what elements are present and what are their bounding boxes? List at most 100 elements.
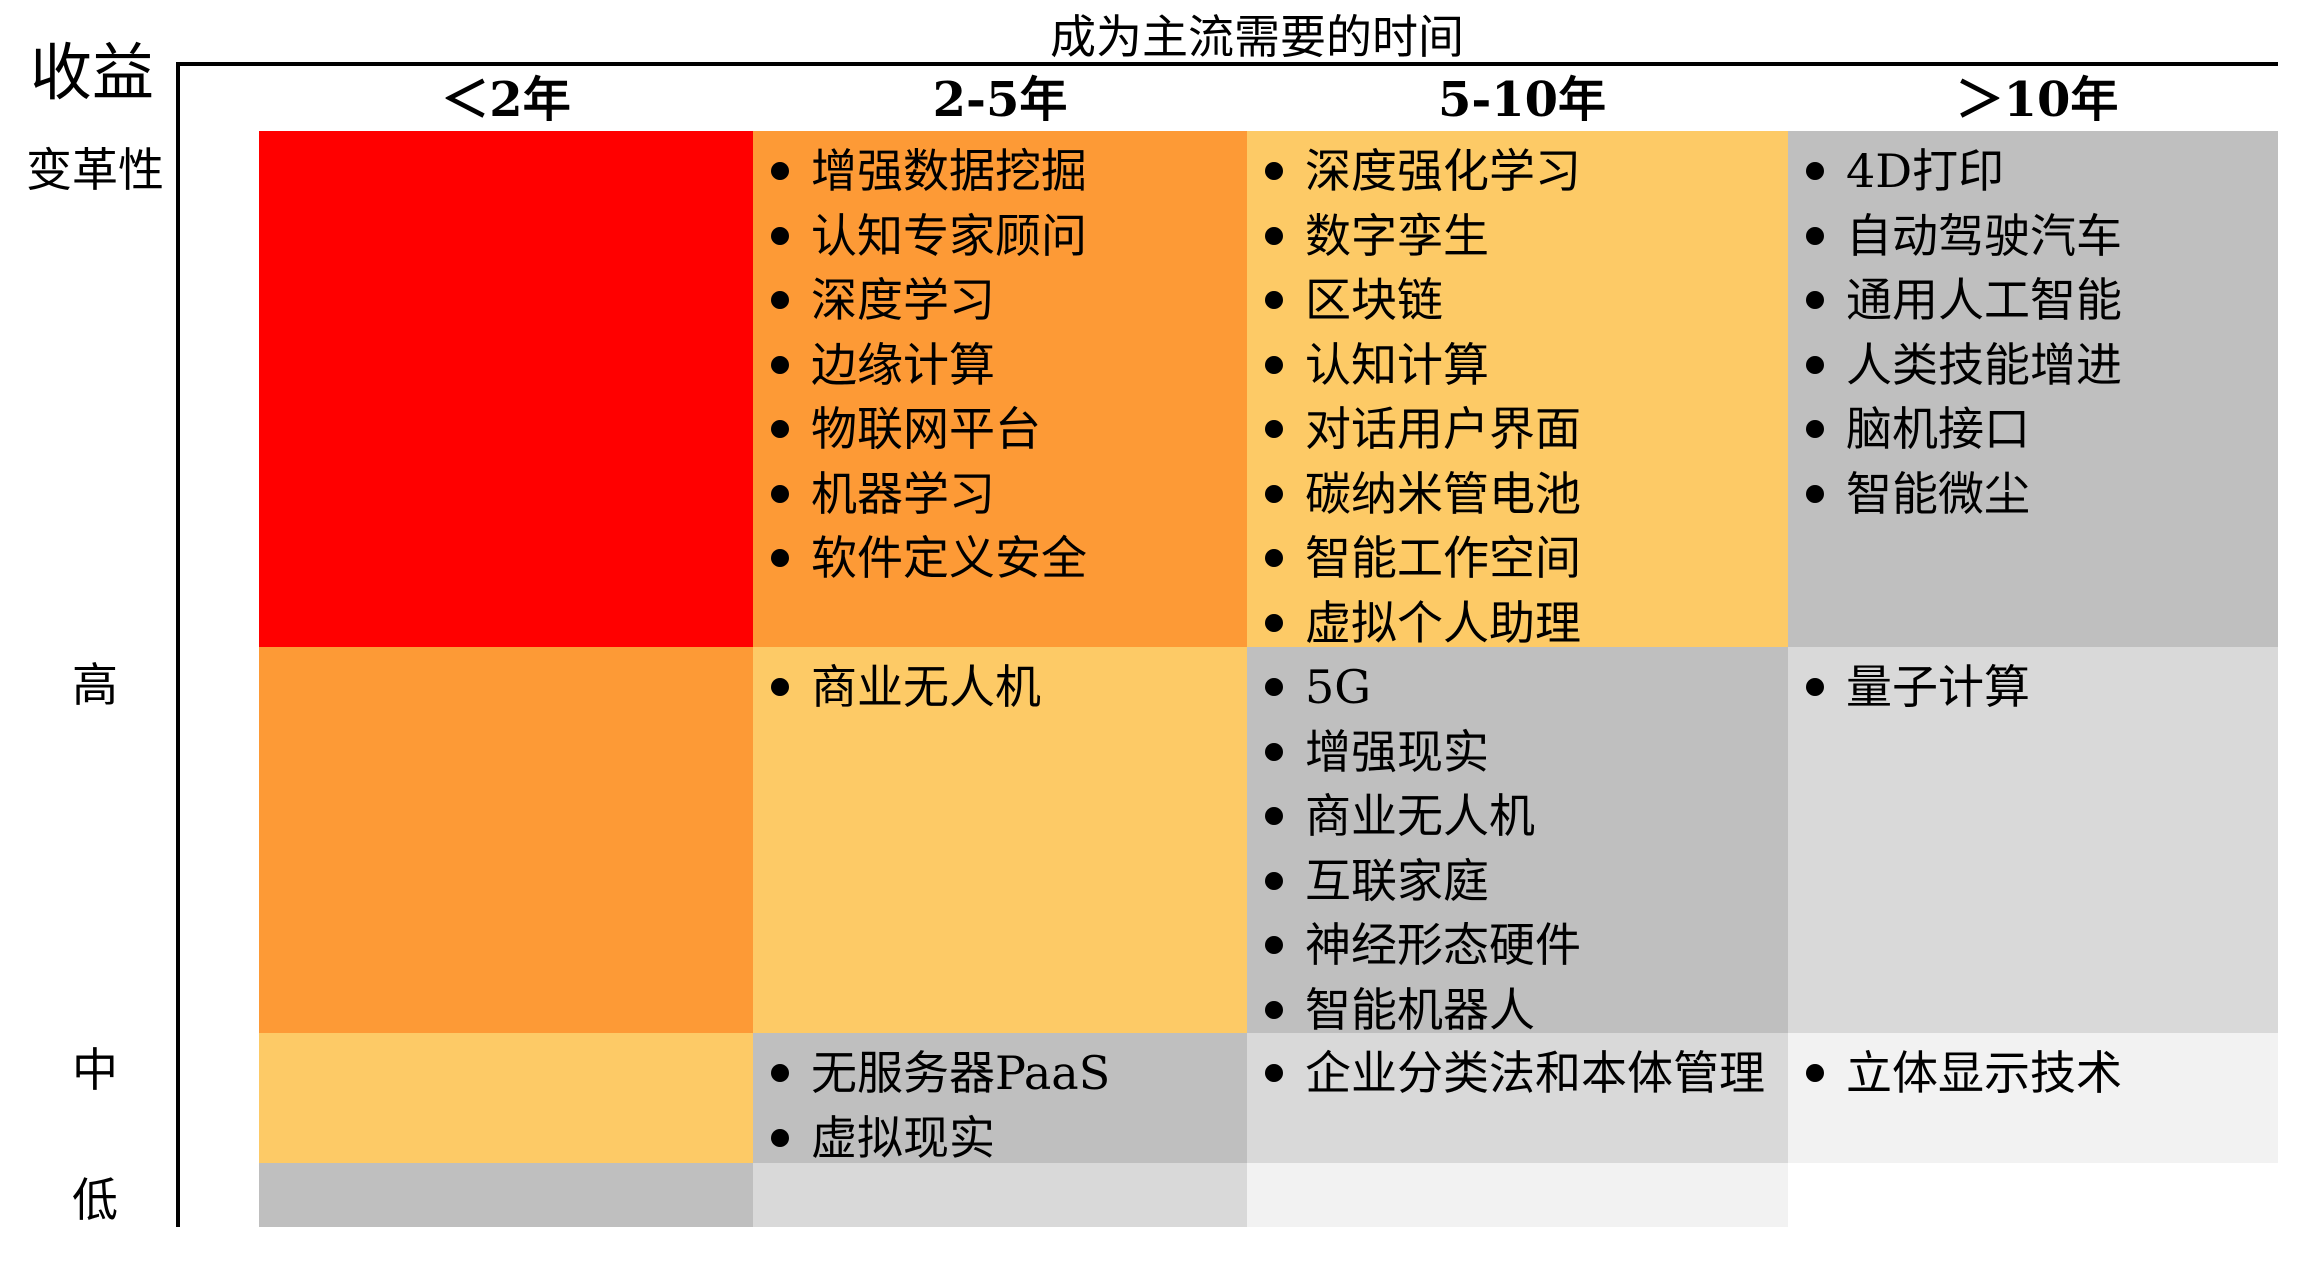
matrix-cell-r0-c0 xyxy=(259,131,753,647)
bullet-icon xyxy=(1806,484,1824,503)
technology-label: 深度学习 xyxy=(811,273,995,327)
technology-label: 边缘计算 xyxy=(811,337,995,392)
technology-label: 智能机器人 xyxy=(1305,982,1535,1037)
technology-item: 智能工作空间 xyxy=(1255,526,1788,591)
technology-item: 虚拟现实 xyxy=(761,1106,1247,1171)
bullet-icon xyxy=(1806,420,1824,438)
matrix-cell-r3-c2 xyxy=(1247,1163,1788,1227)
technology-list: 4D打印自动驾驶汽车 通用人工智能 人类技能增进 脑机接口智能微尘 xyxy=(1796,139,2278,526)
technology-label: 对话用户界面 xyxy=(1305,402,1581,456)
bullet-icon xyxy=(1265,226,1283,245)
bullet-icon xyxy=(1265,678,1283,696)
technology-item: 自动驾驶汽车 xyxy=(1796,204,2278,269)
matrix-cell-r3-c0 xyxy=(259,1163,753,1227)
technology-label: 企业分类法和本体管理 xyxy=(1305,1046,1765,1100)
bullet-icon xyxy=(771,291,789,309)
technology-label: 4D打印 xyxy=(1846,144,2005,198)
bullet-icon xyxy=(1265,1064,1283,1082)
bullet-icon xyxy=(771,420,789,438)
technology-item: 立体显示技术 xyxy=(1796,1041,2278,1106)
matrix-cell-r3-c1 xyxy=(753,1163,1247,1227)
bullet-icon xyxy=(1265,936,1283,954)
technology-label: 虚拟现实 xyxy=(811,1110,995,1165)
technology-item: 增强现实 xyxy=(1255,720,1788,785)
technology-label: 数字孪生 xyxy=(1305,208,1489,263)
technology-list: 增强数据挖掘 认知专家顾问 深度学习边缘计算物联网平台机器学习 软件定义安全 xyxy=(761,139,1247,591)
x-axis-title: 成为主流需要的时间 xyxy=(1050,10,1464,64)
matrix-cell-r0-c1: 增强数据挖掘 认知专家顾问 深度学习边缘计算物联网平台机器学习 软件定义安全 xyxy=(753,131,1247,647)
bullet-icon xyxy=(771,484,789,503)
technology-item: 区块链 xyxy=(1255,268,1788,333)
technology-item: 边缘计算 xyxy=(761,333,1247,398)
bullet-icon xyxy=(1806,226,1824,245)
technology-item: 增强数据挖掘 xyxy=(761,139,1247,204)
technology-item: 智能微尘 xyxy=(1796,462,2278,527)
column-header-lt2: ＜2年 xyxy=(441,72,571,128)
technology-label: 脑机接口 xyxy=(1846,402,2030,456)
technology-item: 商业无人机 xyxy=(1255,784,1788,849)
technology-list: 量子计算 xyxy=(1796,655,2278,720)
technology-item: 企业分类法和本体管理 xyxy=(1255,1041,1788,1106)
row-label-high: 高 xyxy=(72,658,118,712)
row-label-medium: 中 xyxy=(72,1043,118,1097)
bullet-icon xyxy=(1265,807,1283,825)
technology-label: 神经形态硬件 xyxy=(1305,918,1581,972)
bullet-icon xyxy=(1806,355,1824,374)
matrix-cell-r1-c0 xyxy=(259,647,753,1033)
y-axis-title: 收益 xyxy=(30,36,155,109)
bullet-icon xyxy=(1265,871,1283,890)
top-axis-line xyxy=(178,62,2278,66)
technology-list: 商业无人机 xyxy=(761,655,1247,720)
technology-label: 碳纳米管电池 xyxy=(1305,466,1581,521)
bullet-icon xyxy=(771,549,789,567)
matrix-cell-r0-c2: 深度强化学习 数字孪生 区块链 认知计算对话用户界面 碳纳米管电池 智能工作空间 虚拟个人助… xyxy=(1247,131,1788,650)
bullet-icon xyxy=(771,678,789,696)
technology-item: 虚拟个人助理 xyxy=(1255,591,1788,656)
technology-item: 认知计算 xyxy=(1255,333,1788,398)
matrix-cell-r3-c3 xyxy=(1788,1163,2278,1227)
matrix-cell-r2-c3: 立体显示技术 xyxy=(1788,1033,2278,1163)
technology-item: 5G xyxy=(1255,655,1788,720)
matrix-cell-r1-c1: 商业无人机 xyxy=(753,647,1247,1033)
technology-item: 软件定义安全 xyxy=(761,526,1247,591)
technology-label: 智能工作空间 xyxy=(1305,531,1581,585)
technology-item: 人类技能增进 xyxy=(1796,333,2278,398)
technology-item: 量子计算 xyxy=(1796,655,2278,720)
technology-label: 机器学习 xyxy=(811,466,995,521)
bullet-icon xyxy=(1806,291,1824,309)
technology-item: 通用人工智能 xyxy=(1796,268,2278,333)
bullet-icon xyxy=(771,162,789,180)
technology-list: 深度强化学习 数字孪生 区块链 认知计算对话用户界面 碳纳米管电池 智能工作空间 虚拟个人助… xyxy=(1255,139,1788,655)
technology-label: 商业无人机 xyxy=(1305,789,1535,843)
bullet-icon xyxy=(1265,613,1283,632)
technology-label: 认知计算 xyxy=(1305,337,1489,392)
technology-label: 智能微尘 xyxy=(1846,466,2030,521)
technology-item: 认知专家顾问 xyxy=(761,204,1247,269)
technology-list: 5G 增强现实 商业无人机 互联家庭 神经形态硬件 智能机器人 xyxy=(1255,655,1788,1042)
row-label-transformational: 变革性 xyxy=(26,143,164,197)
technology-label: 深度强化学习 xyxy=(1305,144,1581,198)
technology-label: 量子计算 xyxy=(1846,660,2030,714)
matrix-cell-r1-c3: 量子计算 xyxy=(1788,647,2278,1033)
bullet-icon xyxy=(1265,420,1283,438)
bullet-icon xyxy=(1265,355,1283,374)
technology-list: 企业分类法和本体管理 xyxy=(1255,1041,1788,1106)
bullet-icon xyxy=(1806,1064,1824,1082)
technology-item: 智能机器人 xyxy=(1255,978,1788,1043)
technology-item: 脑机接口 xyxy=(1796,397,2278,462)
technology-item: 对话用户界面 xyxy=(1255,397,1788,462)
technology-label: 增强现实 xyxy=(1305,724,1489,779)
technology-item: 深度学习 xyxy=(761,268,1247,333)
matrix-cell-r2-c0 xyxy=(259,1033,753,1163)
technology-item: 数字孪生 xyxy=(1255,204,1788,269)
technology-label: 人类技能增进 xyxy=(1846,337,2122,392)
matrix-cell-r1-c2: 5G 增强现实 商业无人机 互联家庭 神经形态硬件 智能机器人 xyxy=(1247,647,1788,1037)
technology-label: 虚拟个人助理 xyxy=(1305,595,1581,650)
matrix-cell-r2-c1: 无服务器PaaS 虚拟现实 xyxy=(753,1033,1247,1165)
column-header-5-10: 5-10年 xyxy=(1437,72,1607,128)
matrix-cell-r2-c2: 企业分类法和本体管理 xyxy=(1247,1033,1788,1163)
matrix-cell-r0-c3: 4D打印自动驾驶汽车 通用人工智能 人类技能增进 脑机接口智能微尘 xyxy=(1788,131,2278,647)
technology-label: 物联网平台 xyxy=(811,402,1041,456)
bullet-icon xyxy=(1265,291,1283,309)
bullet-icon xyxy=(771,226,789,245)
